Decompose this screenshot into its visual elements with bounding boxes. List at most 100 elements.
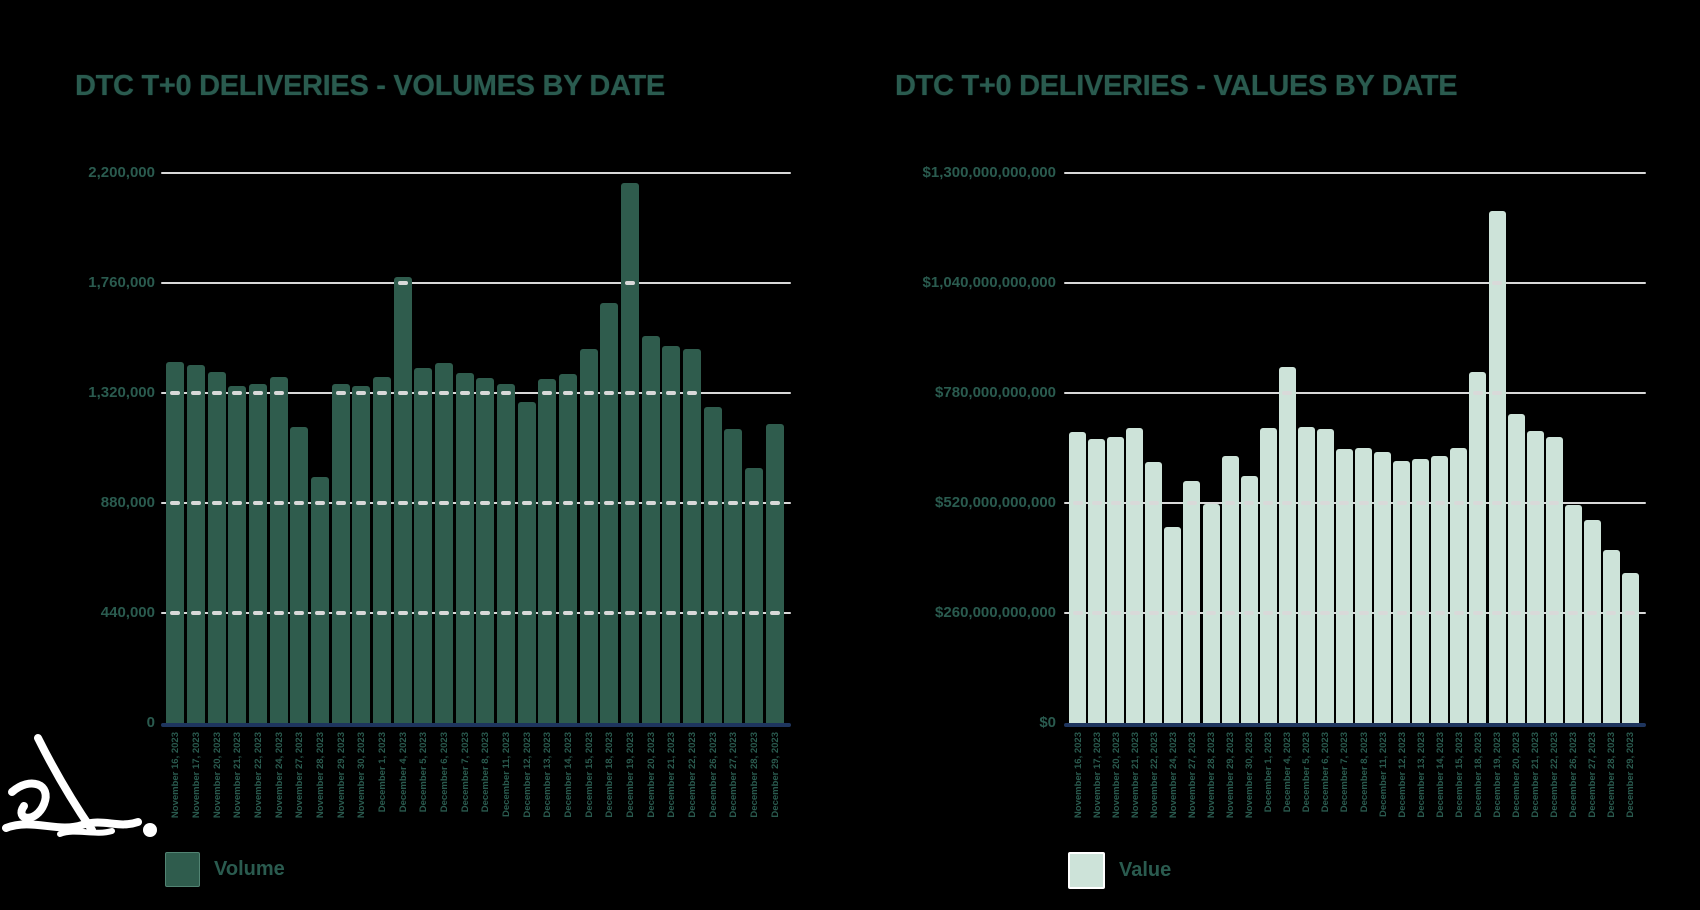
gridline-tick-dash <box>666 611 677 615</box>
gridline-tick-dash <box>397 391 408 395</box>
value-bar[interactable] <box>1450 448 1468 725</box>
x-axis-date-label: December 18, 2023 <box>604 732 616 818</box>
volume-bar[interactable] <box>207 371 226 725</box>
volume-bar[interactable] <box>724 429 743 725</box>
gridline <box>161 612 791 614</box>
gridline-tick-dash <box>501 611 511 615</box>
x-axis-date-label: November 28, 2023 <box>315 732 326 819</box>
volume-bar[interactable] <box>455 373 474 725</box>
value-bar[interactable] <box>1507 414 1525 725</box>
gridline-tick-dash <box>749 611 759 615</box>
gridline-tick-dash <box>1110 611 1121 615</box>
value-bar[interactable] <box>1221 455 1239 725</box>
gridline-tick-dash <box>335 501 346 505</box>
volume-bar[interactable] <box>517 401 536 725</box>
value-bar[interactable] <box>1393 460 1411 725</box>
volume-bar[interactable] <box>249 384 267 725</box>
volume-bar[interactable] <box>228 386 247 725</box>
volume-bar[interactable] <box>331 384 350 725</box>
value-bar[interactable] <box>1545 437 1563 725</box>
value-legend-swatch <box>1068 852 1105 889</box>
value-bar[interactable] <box>1183 481 1201 725</box>
gridline-tick-dash <box>542 391 553 395</box>
value-bar[interactable] <box>1069 432 1087 725</box>
values-chart-title: DTC T+0 DELIVERIES - VALUES BY DATE <box>895 70 1458 102</box>
volume-bar[interactable] <box>269 376 288 725</box>
gridline-tick-dash <box>397 611 408 615</box>
gridline-tick-dash <box>377 611 387 615</box>
gridline-tick-dash <box>1472 391 1483 395</box>
value-bar[interactable] <box>1374 452 1392 725</box>
value-bar[interactable] <box>1107 437 1125 725</box>
volume-bar[interactable] <box>703 407 722 725</box>
volume-bar[interactable] <box>600 303 619 725</box>
gridline-tick-dash <box>707 611 718 615</box>
value-bar[interactable] <box>1431 456 1449 725</box>
value-bar[interactable] <box>1621 572 1639 725</box>
volumes-legend: Volume <box>165 852 285 887</box>
value-bar[interactable] <box>1278 367 1296 725</box>
value-bar[interactable] <box>1488 211 1506 725</box>
x-axis-date-label: November 24, 2023 <box>1167 732 1179 819</box>
gridline-tick-dash <box>1377 611 1388 615</box>
volume-bar[interactable] <box>435 363 453 725</box>
volume-bar[interactable] <box>497 384 515 725</box>
gridline-tick-dash <box>687 501 697 505</box>
volume-bar[interactable] <box>765 424 784 725</box>
volume-bar[interactable] <box>538 379 557 725</box>
value-bar[interactable] <box>1145 462 1163 725</box>
volume-bar[interactable] <box>559 374 577 725</box>
volume-bar[interactable] <box>352 386 371 725</box>
value-bar[interactable] <box>1469 371 1487 725</box>
gridline-tick-dash <box>604 391 615 395</box>
gridline-tick-dash <box>563 391 573 395</box>
gridline-tick-dash <box>1186 501 1197 505</box>
value-bar[interactable] <box>1088 439 1106 725</box>
gridline-tick-dash <box>1129 611 1140 615</box>
x-axis-date-label: December 1, 2023 <box>377 732 388 813</box>
gridline-tick-dash <box>1263 501 1274 505</box>
gridline-tick-dash <box>211 501 222 505</box>
volume-bar[interactable] <box>290 426 309 725</box>
value-bar[interactable] <box>1412 458 1430 725</box>
value-bar[interactable] <box>1564 505 1582 725</box>
value-bar[interactable] <box>1164 527 1182 725</box>
gridline-tick-dash <box>1072 611 1083 615</box>
gridline-tick-dash <box>459 391 470 395</box>
volume-bar[interactable] <box>311 476 329 725</box>
volume-bar[interactable] <box>641 336 660 725</box>
volume-bar[interactable] <box>476 377 495 725</box>
gridline-tick-dash <box>625 391 635 395</box>
value-bar[interactable] <box>1335 448 1353 725</box>
value-bar[interactable] <box>1240 475 1258 725</box>
value-bar[interactable] <box>1355 448 1373 725</box>
value-legend-label: Value <box>1119 859 1172 881</box>
volume-bar[interactable] <box>373 376 391 725</box>
volume-bar[interactable] <box>662 345 681 725</box>
value-bar[interactable] <box>1297 426 1315 725</box>
gridline-tick-dash <box>1110 501 1121 505</box>
y-axis-tick-label: 1,320,000 <box>88 384 155 401</box>
value-bar[interactable] <box>1526 431 1544 725</box>
volume-bar[interactable] <box>621 183 639 725</box>
x-axis-date-label: December 5, 2023 <box>418 732 430 813</box>
gridline <box>161 172 791 174</box>
volume-bar[interactable] <box>683 348 701 725</box>
value-bar[interactable] <box>1126 427 1144 725</box>
volume-bar[interactable] <box>187 365 205 725</box>
x-axis-date-label: November 30, 2023 <box>356 732 368 819</box>
gridline-tick-dash <box>501 391 511 395</box>
gridline-tick-dash <box>377 501 387 505</box>
value-bar[interactable] <box>1583 519 1601 725</box>
value-bar[interactable] <box>1602 549 1620 725</box>
gridline-tick-dash <box>645 501 656 505</box>
value-bar[interactable] <box>1259 428 1277 725</box>
gridline-tick-dash <box>397 281 408 285</box>
volume-bar[interactable] <box>579 348 598 725</box>
gridline-tick-dash <box>1072 501 1083 505</box>
volume-bar[interactable] <box>166 361 185 725</box>
volume-bar[interactable] <box>414 367 433 725</box>
value-bar[interactable] <box>1316 428 1334 725</box>
volume-bar[interactable] <box>745 467 763 725</box>
